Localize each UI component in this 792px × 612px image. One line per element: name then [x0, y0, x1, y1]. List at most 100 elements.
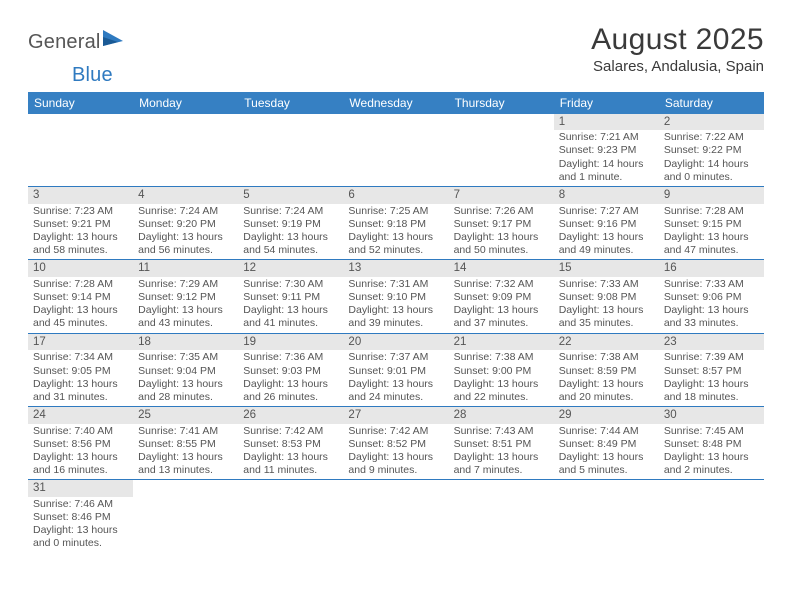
day-number: 16	[659, 260, 764, 277]
cell-body: Sunrise: 7:32 AMSunset: 9:09 PMDaylight:…	[449, 278, 554, 333]
day-number: 7	[449, 187, 554, 204]
calendar-cell: 17Sunrise: 7:34 AMSunset: 9:05 PMDayligh…	[28, 333, 133, 406]
day-number: 12	[238, 260, 343, 277]
calendar-cell: 3Sunrise: 7:23 AMSunset: 9:21 PMDaylight…	[28, 187, 133, 260]
calendar-cell: 24Sunrise: 7:40 AMSunset: 8:56 PMDayligh…	[28, 406, 133, 479]
day-number: 3	[28, 187, 133, 204]
calendar-cell: 27Sunrise: 7:42 AMSunset: 8:52 PMDayligh…	[343, 406, 448, 479]
sunrise: Sunrise: 7:26 AM	[454, 205, 549, 218]
sunrise: Sunrise: 7:31 AM	[348, 278, 443, 291]
sunrise: Sunrise: 7:29 AM	[138, 278, 233, 291]
sunset: Sunset: 9:20 PM	[138, 218, 233, 231]
day-number: 10	[28, 260, 133, 277]
daylight: Daylight: 13 hours and 7 minutes.	[454, 451, 549, 477]
day-number: 6	[343, 187, 448, 204]
calendar-cell: ..	[659, 480, 764, 553]
calendar-cell: ..	[238, 480, 343, 553]
sunset: Sunset: 9:03 PM	[243, 365, 338, 378]
calendar-cell: ..	[343, 114, 448, 187]
day-number: 1	[554, 114, 659, 131]
cell-body: Sunrise: 7:36 AMSunset: 9:03 PMDaylight:…	[238, 351, 343, 406]
sunrise: Sunrise: 7:46 AM	[33, 498, 128, 511]
calendar-cell: 19Sunrise: 7:36 AMSunset: 9:03 PMDayligh…	[238, 333, 343, 406]
calendar-cell: ..	[238, 114, 343, 187]
calendar-cell: 9Sunrise: 7:28 AMSunset: 9:15 PMDaylight…	[659, 187, 764, 260]
daylight: Daylight: 13 hours and 33 minutes.	[664, 304, 759, 330]
sunset: Sunset: 8:51 PM	[454, 438, 549, 451]
daylight: Daylight: 14 hours and 1 minute.	[559, 158, 654, 184]
daylight: Daylight: 13 hours and 28 minutes.	[138, 378, 233, 404]
calendar-cell: 18Sunrise: 7:35 AMSunset: 9:04 PMDayligh…	[133, 333, 238, 406]
day-number: 14	[449, 260, 554, 277]
cell-body: Sunrise: 7:44 AMSunset: 8:49 PMDaylight:…	[554, 425, 659, 480]
calendar-cell: 25Sunrise: 7:41 AMSunset: 8:55 PMDayligh…	[133, 406, 238, 479]
sunset: Sunset: 8:57 PM	[664, 365, 759, 378]
calendar-cell: 26Sunrise: 7:42 AMSunset: 8:53 PMDayligh…	[238, 406, 343, 479]
day-number: 15	[554, 260, 659, 277]
calendar-cell: 11Sunrise: 7:29 AMSunset: 9:12 PMDayligh…	[133, 260, 238, 333]
calendar-cell: 31Sunrise: 7:46 AMSunset: 8:46 PMDayligh…	[28, 480, 133, 553]
day-number: 17	[28, 334, 133, 351]
cell-body: Sunrise: 7:42 AMSunset: 8:53 PMDaylight:…	[238, 425, 343, 480]
daylight: Daylight: 13 hours and 22 minutes.	[454, 378, 549, 404]
sunset: Sunset: 8:59 PM	[559, 365, 654, 378]
calendar-cell: 14Sunrise: 7:32 AMSunset: 9:09 PMDayligh…	[449, 260, 554, 333]
sunrise: Sunrise: 7:28 AM	[664, 205, 759, 218]
month-title: August 2025	[591, 24, 764, 56]
sunrise: Sunrise: 7:35 AM	[138, 351, 233, 364]
calendar-cell: 6Sunrise: 7:25 AMSunset: 9:18 PMDaylight…	[343, 187, 448, 260]
cell-body: Sunrise: 7:38 AMSunset: 8:59 PMDaylight:…	[554, 351, 659, 406]
sunrise: Sunrise: 7:21 AM	[559, 131, 654, 144]
daylight: Daylight: 13 hours and 49 minutes.	[559, 231, 654, 257]
calendar-row: 3Sunrise: 7:23 AMSunset: 9:21 PMDaylight…	[28, 187, 764, 260]
sunset: Sunset: 9:14 PM	[33, 291, 128, 304]
daylight: Daylight: 13 hours and 45 minutes.	[33, 304, 128, 330]
day-number: 20	[343, 334, 448, 351]
day-header: Sunday	[28, 92, 133, 114]
cell-body: Sunrise: 7:35 AMSunset: 9:04 PMDaylight:…	[133, 351, 238, 406]
sunset: Sunset: 9:00 PM	[454, 365, 549, 378]
daylight: Daylight: 13 hours and 39 minutes.	[348, 304, 443, 330]
day-number: 27	[343, 407, 448, 424]
day-header: Monday	[133, 92, 238, 114]
sunset: Sunset: 9:12 PM	[138, 291, 233, 304]
sunrise: Sunrise: 7:42 AM	[243, 425, 338, 438]
cell-body: Sunrise: 7:22 AMSunset: 9:22 PMDaylight:…	[659, 131, 764, 186]
calendar-cell: 20Sunrise: 7:37 AMSunset: 9:01 PMDayligh…	[343, 333, 448, 406]
logo-text-2: Blue	[28, 64, 113, 86]
day-number: 19	[238, 334, 343, 351]
sunset: Sunset: 9:09 PM	[454, 291, 549, 304]
calendar-cell: ..	[449, 480, 554, 553]
daylight: Daylight: 13 hours and 5 minutes.	[559, 451, 654, 477]
daylight: Daylight: 13 hours and 0 minutes.	[33, 524, 128, 550]
day-header: Friday	[554, 92, 659, 114]
sunrise: Sunrise: 7:24 AM	[138, 205, 233, 218]
calendar-cell: 13Sunrise: 7:31 AMSunset: 9:10 PMDayligh…	[343, 260, 448, 333]
cell-body: Sunrise: 7:31 AMSunset: 9:10 PMDaylight:…	[343, 278, 448, 333]
day-number: 26	[238, 407, 343, 424]
sunrise: Sunrise: 7:22 AM	[664, 131, 759, 144]
calendar-row: 31Sunrise: 7:46 AMSunset: 8:46 PMDayligh…	[28, 480, 764, 553]
cell-body: Sunrise: 7:42 AMSunset: 8:52 PMDaylight:…	[343, 425, 448, 480]
calendar-cell: 12Sunrise: 7:30 AMSunset: 9:11 PMDayligh…	[238, 260, 343, 333]
sunset: Sunset: 9:05 PM	[33, 365, 128, 378]
daylight: Daylight: 13 hours and 20 minutes.	[559, 378, 654, 404]
cell-body: Sunrise: 7:26 AMSunset: 9:17 PMDaylight:…	[449, 205, 554, 260]
day-number: 13	[343, 260, 448, 277]
day-number: 31	[28, 480, 133, 497]
daylight: Daylight: 13 hours and 9 minutes.	[348, 451, 443, 477]
day-number: 29	[554, 407, 659, 424]
sunrise: Sunrise: 7:38 AM	[454, 351, 549, 364]
day-header: Wednesday	[343, 92, 448, 114]
daylight: Daylight: 13 hours and 26 minutes.	[243, 378, 338, 404]
calendar-cell: ..	[133, 480, 238, 553]
cell-body: Sunrise: 7:25 AMSunset: 9:18 PMDaylight:…	[343, 205, 448, 260]
cell-body: Sunrise: 7:24 AMSunset: 9:20 PMDaylight:…	[133, 205, 238, 260]
daylight: Daylight: 13 hours and 52 minutes.	[348, 231, 443, 257]
title-block: August 2025 Salares, Andalusia, Spain	[591, 24, 764, 75]
sunset: Sunset: 8:53 PM	[243, 438, 338, 451]
cell-body: Sunrise: 7:27 AMSunset: 9:16 PMDaylight:…	[554, 205, 659, 260]
sunrise: Sunrise: 7:34 AM	[33, 351, 128, 364]
sunset: Sunset: 9:23 PM	[559, 144, 654, 157]
cell-body: Sunrise: 7:21 AMSunset: 9:23 PMDaylight:…	[554, 131, 659, 186]
